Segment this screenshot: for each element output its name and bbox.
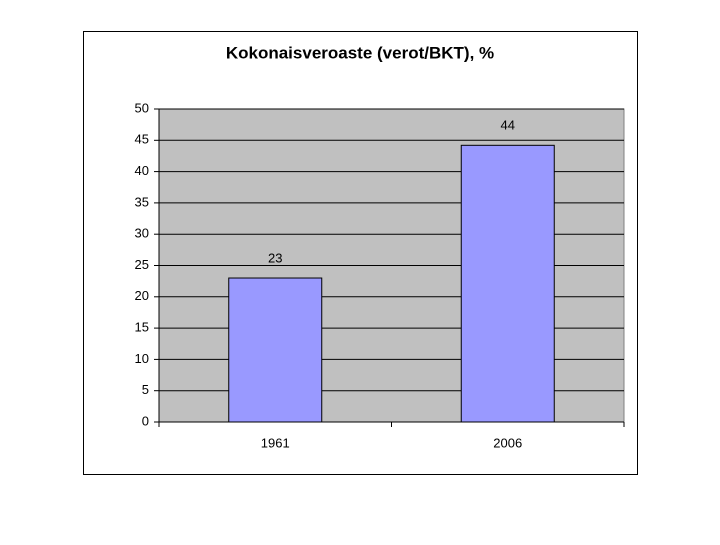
y-tick-label: 15	[135, 320, 149, 335]
y-tick-label: 5	[142, 382, 149, 397]
bar	[228, 277, 323, 423]
bar	[460, 144, 555, 423]
x-tick-label: 2006	[493, 435, 522, 450]
y-tick-label: 50	[135, 100, 149, 115]
data-label: 23	[268, 250, 282, 265]
data-label: 44	[501, 118, 515, 133]
y-tick-label: 35	[135, 194, 149, 209]
y-tick-label: 45	[135, 132, 149, 147]
y-tick-label: 20	[135, 288, 149, 303]
chart-title: Kokonaisveroaste (verot/BKT), %	[226, 43, 494, 62]
y-tick-label: 0	[142, 413, 149, 428]
y-tick-label: 30	[135, 226, 149, 241]
y-tick-label: 10	[135, 351, 149, 366]
x-tick-label: 1961	[261, 435, 290, 450]
y-tick-label: 25	[135, 257, 149, 272]
y-tick-label: 40	[135, 163, 149, 178]
